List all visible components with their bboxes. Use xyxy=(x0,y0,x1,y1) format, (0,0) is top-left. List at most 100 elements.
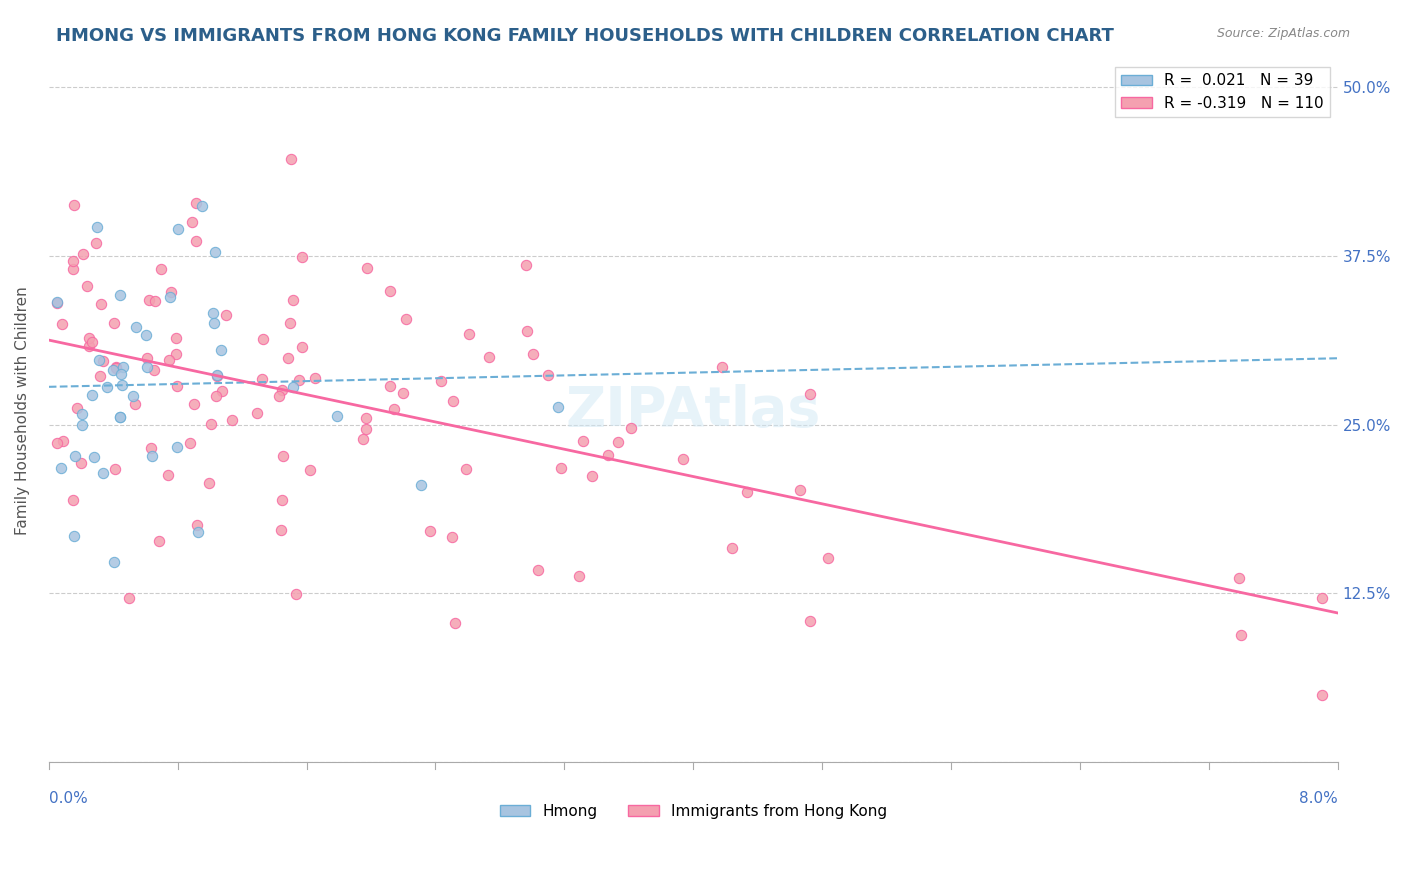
Point xyxy=(356,261,378,276)
Point xyxy=(430,374,453,388)
Point xyxy=(90,297,112,311)
Text: HMONG VS IMMIGRANTS FROM HONG KONG FAMILY HOUSEHOLDS WITH CHILDREN CORRELATION C: HMONG VS IMMIGRANTS FROM HONG KONG FAMIL… xyxy=(56,27,1114,45)
Point xyxy=(135,360,157,375)
Point xyxy=(191,199,214,213)
Point xyxy=(277,351,299,365)
Point xyxy=(138,293,160,307)
Point xyxy=(205,368,228,383)
Point xyxy=(298,463,321,477)
Point xyxy=(516,324,538,338)
Point xyxy=(63,449,86,463)
Point xyxy=(122,389,145,403)
Point xyxy=(270,524,292,538)
Text: Source: ZipAtlas.com: Source: ZipAtlas.com xyxy=(1216,27,1350,40)
Point xyxy=(70,456,93,470)
Point xyxy=(215,308,238,322)
Point xyxy=(165,347,187,361)
Point xyxy=(201,306,224,320)
Point xyxy=(200,417,222,431)
Point xyxy=(478,350,501,364)
Point xyxy=(143,362,166,376)
Point xyxy=(799,386,821,401)
Point xyxy=(103,316,125,330)
Point xyxy=(110,287,132,301)
Point xyxy=(721,541,744,555)
Point xyxy=(391,386,413,401)
Point xyxy=(108,410,131,425)
Point xyxy=(62,253,84,268)
Point xyxy=(440,530,463,544)
Point xyxy=(354,411,377,425)
Point xyxy=(444,615,467,630)
Point xyxy=(156,468,179,483)
Point xyxy=(270,383,292,397)
Point xyxy=(70,407,93,421)
Point xyxy=(187,525,209,540)
Point xyxy=(606,434,628,449)
Point xyxy=(711,359,734,374)
Point xyxy=(354,422,377,436)
Point xyxy=(454,462,477,476)
Point xyxy=(125,320,148,334)
Point xyxy=(409,478,432,492)
Point xyxy=(51,317,73,331)
Point xyxy=(457,326,479,341)
Point xyxy=(62,528,84,542)
Point xyxy=(159,290,181,304)
Point xyxy=(267,389,290,403)
Point xyxy=(288,372,311,386)
Point xyxy=(110,409,132,424)
Point xyxy=(672,451,695,466)
Legend: Hmong, Immigrants from Hong Kong: Hmong, Immigrants from Hong Kong xyxy=(494,797,893,825)
Point xyxy=(572,434,595,448)
Point xyxy=(101,363,124,377)
Point xyxy=(278,316,301,330)
Point xyxy=(789,483,811,498)
Point xyxy=(620,421,643,435)
Point xyxy=(87,352,110,367)
Point xyxy=(148,534,170,549)
Point xyxy=(45,435,67,450)
Point xyxy=(211,384,233,398)
Point xyxy=(209,343,232,358)
Point xyxy=(62,493,84,508)
Point xyxy=(76,279,98,293)
Point xyxy=(817,550,839,565)
Point xyxy=(77,331,100,345)
Point xyxy=(141,450,163,464)
Point xyxy=(291,250,314,264)
Y-axis label: Family Households with Children: Family Households with Children xyxy=(15,286,30,535)
Point xyxy=(378,378,401,392)
Point xyxy=(205,368,228,383)
Point xyxy=(183,397,205,411)
Point xyxy=(80,335,103,350)
Point xyxy=(184,195,207,210)
Point xyxy=(395,312,418,326)
Point xyxy=(157,353,180,368)
Point xyxy=(104,361,127,376)
Point xyxy=(527,563,550,577)
Point xyxy=(105,360,128,375)
Point xyxy=(135,351,157,366)
Point xyxy=(110,368,132,382)
Point xyxy=(166,379,188,393)
Point xyxy=(89,368,111,383)
Point xyxy=(118,591,141,606)
Point xyxy=(45,295,67,310)
Point xyxy=(568,568,591,582)
Point xyxy=(522,347,544,361)
Point xyxy=(285,587,308,601)
Point xyxy=(202,317,225,331)
Point xyxy=(180,215,202,229)
Point xyxy=(352,433,374,447)
Point xyxy=(291,340,314,354)
Point xyxy=(96,380,118,394)
Point xyxy=(537,368,560,382)
Point xyxy=(84,235,107,250)
Point xyxy=(246,406,269,420)
Point xyxy=(91,354,114,368)
Point xyxy=(419,524,441,538)
Point xyxy=(1230,628,1253,642)
Point xyxy=(1229,571,1251,585)
Point xyxy=(52,434,75,448)
